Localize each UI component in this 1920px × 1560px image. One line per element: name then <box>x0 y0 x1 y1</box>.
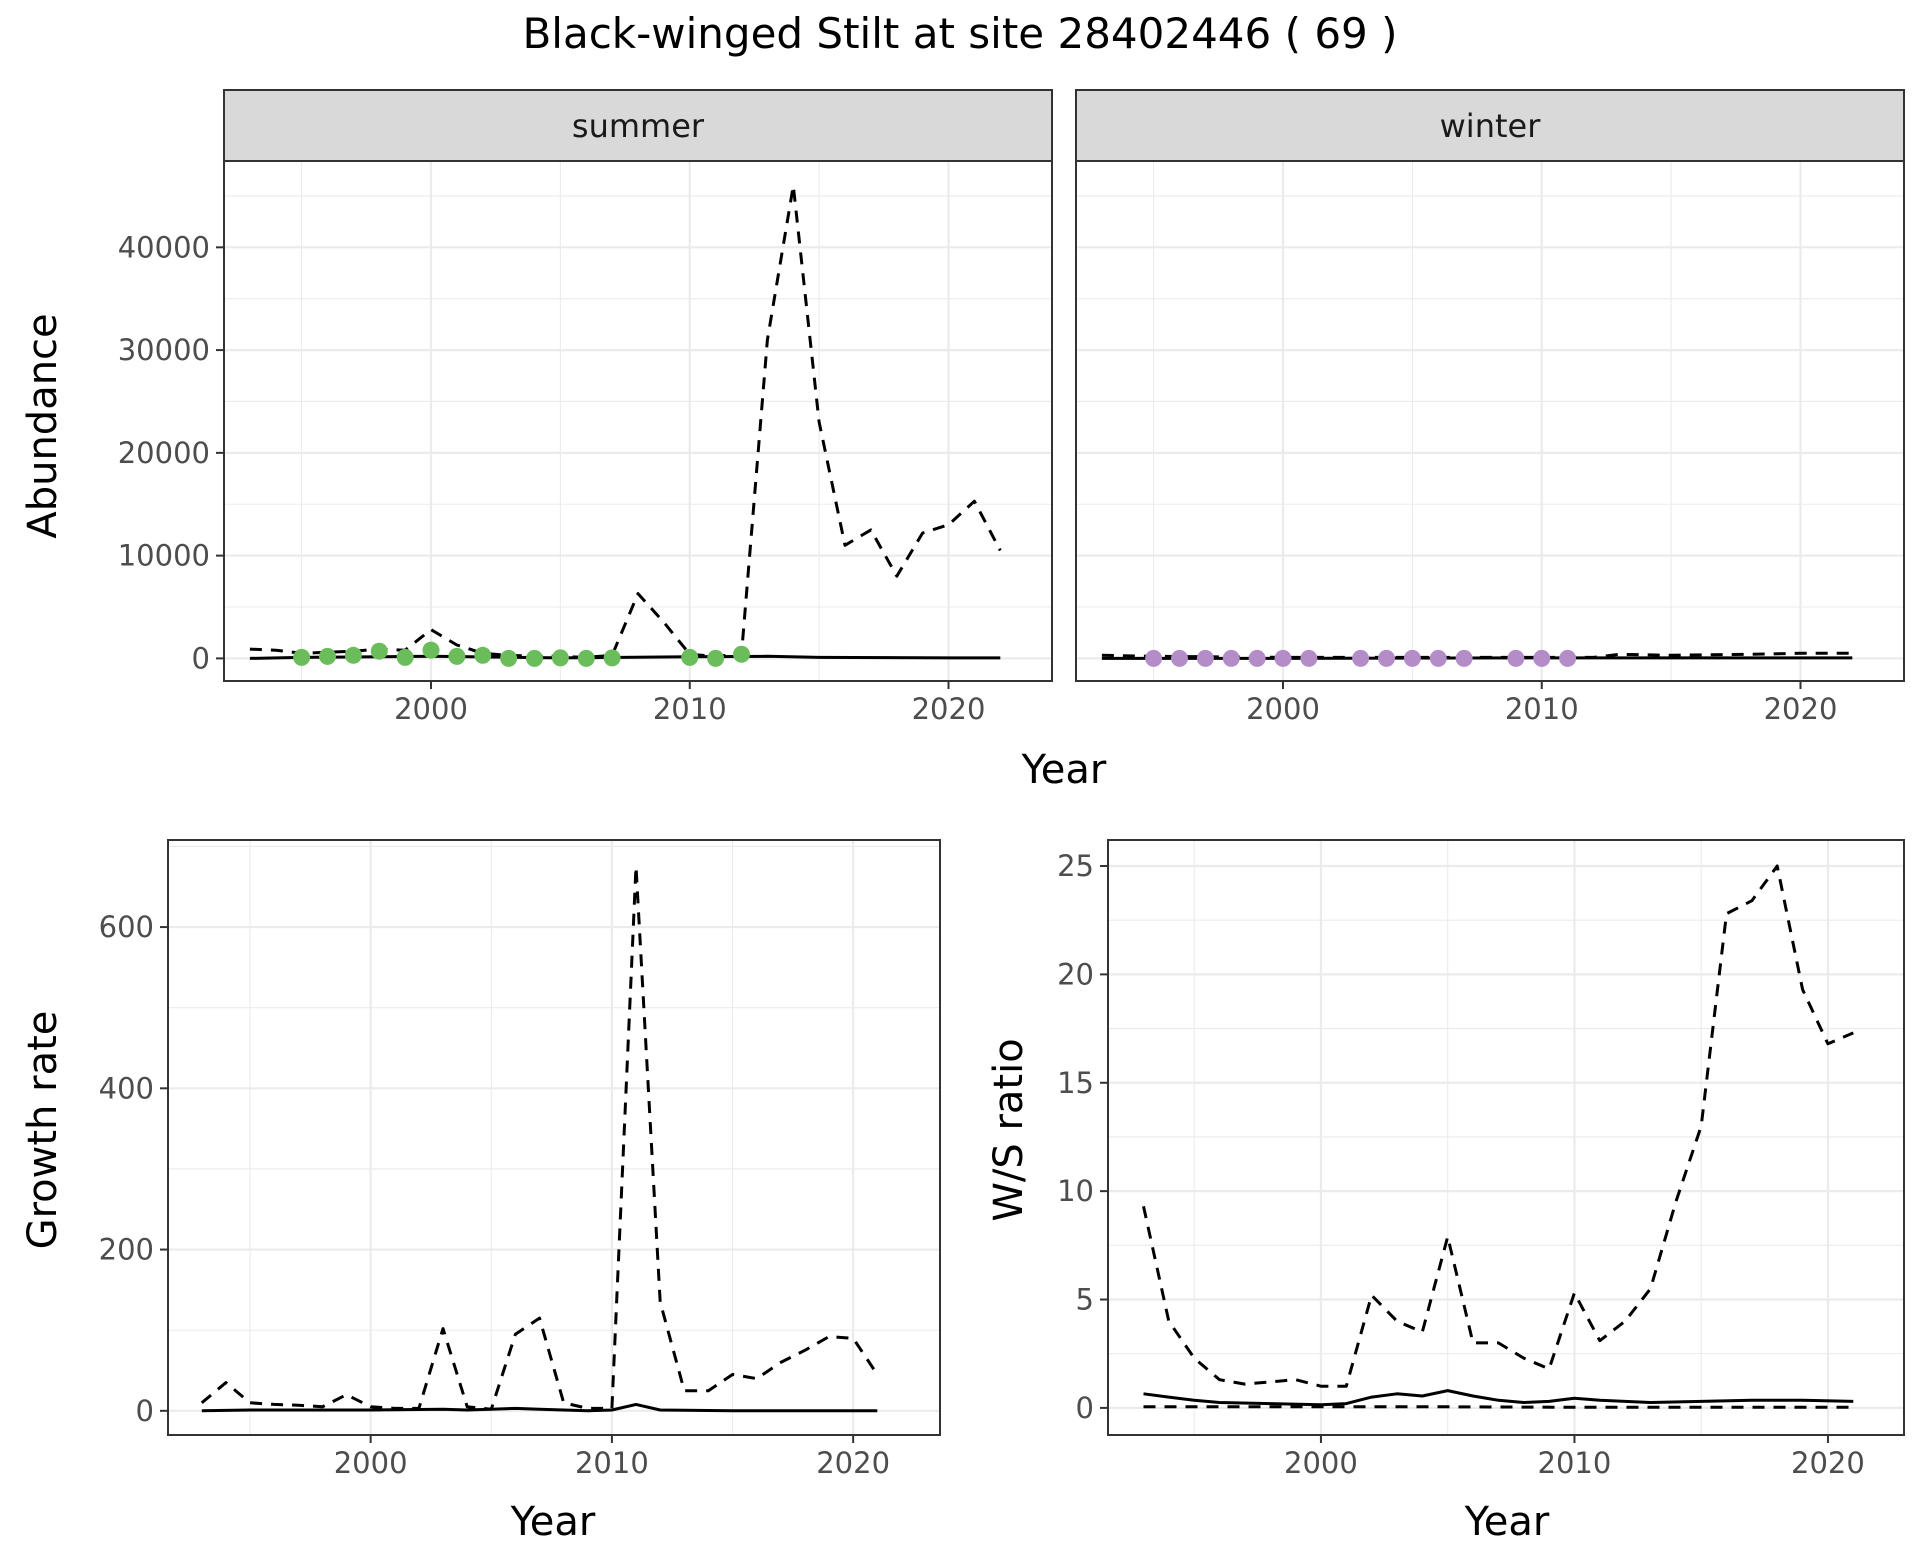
ws-y-tick-label-25: 25 <box>1057 849 1094 883</box>
winter-point-2000 <box>1274 649 1292 667</box>
winter-point-2010 <box>1533 649 1551 667</box>
ws-x-tick-label-2010: 2010 <box>1538 1446 1612 1480</box>
growth-series-solid-1 <box>201 1402 878 1413</box>
summer-strip <box>223 89 1053 162</box>
summer-point-2000 <box>422 641 440 659</box>
chart-title: Black-winged Stilt at site 28402446 ( 69… <box>522 9 1397 58</box>
growth-panel-frame <box>167 839 941 1436</box>
summer-point-1996 <box>319 647 336 665</box>
winter-point-1999 <box>1248 649 1266 667</box>
growth-x-tick-label-2020: 2020 <box>816 1446 890 1480</box>
winter-point-2001 <box>1300 649 1318 667</box>
ws-series-dashed-0 <box>1142 864 1854 1388</box>
growth-y-tick-label-600: 600 <box>99 910 154 944</box>
growth-x-tick-label-2010: 2010 <box>575 1446 649 1480</box>
summer-point-2001 <box>448 647 466 665</box>
ws-x-tick-label-2020: 2020 <box>1791 1446 1865 1480</box>
summer-point-2007 <box>603 649 621 667</box>
ws-x-tick-label-2000: 2000 <box>1284 1446 1358 1480</box>
ws-y-tick-label-5: 5 <box>1076 1283 1094 1317</box>
winter-x-tick-label-2020: 2020 <box>1764 692 1838 726</box>
winter-x-tick-label-2010: 2010 <box>1505 692 1579 726</box>
summer-x-tick-label-2020: 2020 <box>912 692 986 726</box>
summer-series-solid-1 <box>249 654 1001 660</box>
summer-y-tick-label-30000: 30000 <box>118 333 210 367</box>
winter-point-2011 <box>1559 649 1577 667</box>
summer-panel-frame <box>223 160 1053 682</box>
summer-y-tick-label-20000: 20000 <box>118 436 210 470</box>
ws-series-solid-1 <box>1143 1389 1854 1407</box>
winter-point-2003 <box>1352 649 1370 667</box>
ws-ratio-panel: 2000 2010 2020 0 5 10 15 20 25 <box>1057 839 1905 1480</box>
ws-y-tick-label-0: 0 <box>1076 1391 1094 1425</box>
winter-series-solid-1 <box>1101 656 1853 660</box>
summer-abundance-panel: 2000 2010 2020 0 10000 20000 30000 40000 <box>118 160 1053 726</box>
summer-point-2003 <box>500 649 518 667</box>
winter-point-1997 <box>1196 649 1214 667</box>
summer-point-2010 <box>681 648 699 666</box>
summer-point-2005 <box>551 649 569 667</box>
summer-strip-label: summer <box>572 107 705 145</box>
abundance-x-axis-title: Year <box>1021 747 1107 793</box>
winter-point-2009 <box>1507 649 1525 667</box>
ws-y-tick-label-20: 20 <box>1057 957 1094 991</box>
winter-point-2005 <box>1403 649 1421 667</box>
summer-point-2004 <box>526 649 543 667</box>
summer-x-tick-label-2000: 2000 <box>394 692 468 726</box>
summer-y-tick-label-0: 0 <box>192 641 210 675</box>
winter-abundance-panel: 2000 2010 2020 <box>1075 160 1905 726</box>
summer-point-2002 <box>474 646 492 664</box>
ws-y-tick-label-15: 15 <box>1057 1066 1094 1100</box>
summer-point-2012 <box>733 645 750 663</box>
winter-point-1998 <box>1222 649 1240 667</box>
summer-point-1998 <box>370 642 388 660</box>
summer-point-1997 <box>344 646 362 664</box>
winter-point-2007 <box>1455 649 1473 667</box>
winter-panel-frame <box>1075 160 1905 682</box>
summer-series-dashed-0 <box>249 184 1002 659</box>
growth-y-axis-title: Growth rate <box>20 1011 66 1250</box>
ws-y-axis-title: W/S ratio <box>986 1038 1032 1221</box>
summer-y-tick-label-10000: 10000 <box>118 539 210 573</box>
summer-x-tick-label-2010: 2010 <box>653 692 727 726</box>
growth-x-axis-title: Year <box>510 1499 596 1545</box>
winter-point-2004 <box>1378 649 1395 667</box>
summer-point-1995 <box>293 648 311 666</box>
growth-y-tick-label-0: 0 <box>136 1394 154 1428</box>
summer-point-2011 <box>707 649 725 667</box>
summer-y-tick-label-40000: 40000 <box>118 230 210 264</box>
growth-y-tick-label-400: 400 <box>99 1071 154 1105</box>
winter-strip-label: winter <box>1440 107 1542 145</box>
ws-series-dashed-2 <box>1143 1405 1854 1409</box>
winter-strip <box>1075 89 1905 162</box>
summer-y-axis-title: Abundance <box>20 313 66 538</box>
summer-point-1999 <box>396 648 414 666</box>
winter-x-tick-label-2000: 2000 <box>1246 692 1320 726</box>
growth-y-tick-label-200: 200 <box>99 1233 154 1267</box>
winter-point-2006 <box>1429 649 1447 667</box>
growth-series-dashed-0 <box>200 865 879 1411</box>
growth-rate-panel: 2000 2010 2020 0 200 400 600 <box>99 839 941 1480</box>
ws-panel-frame <box>1107 839 1905 1436</box>
winter-point-1996 <box>1171 649 1188 667</box>
winter-point-1995 <box>1145 649 1163 667</box>
ws-x-axis-title: Year <box>1464 1499 1550 1545</box>
growth-x-tick-label-2000: 2000 <box>334 1446 408 1480</box>
ws-y-tick-label-10: 10 <box>1057 1174 1094 1208</box>
summer-point-2006 <box>577 649 595 667</box>
